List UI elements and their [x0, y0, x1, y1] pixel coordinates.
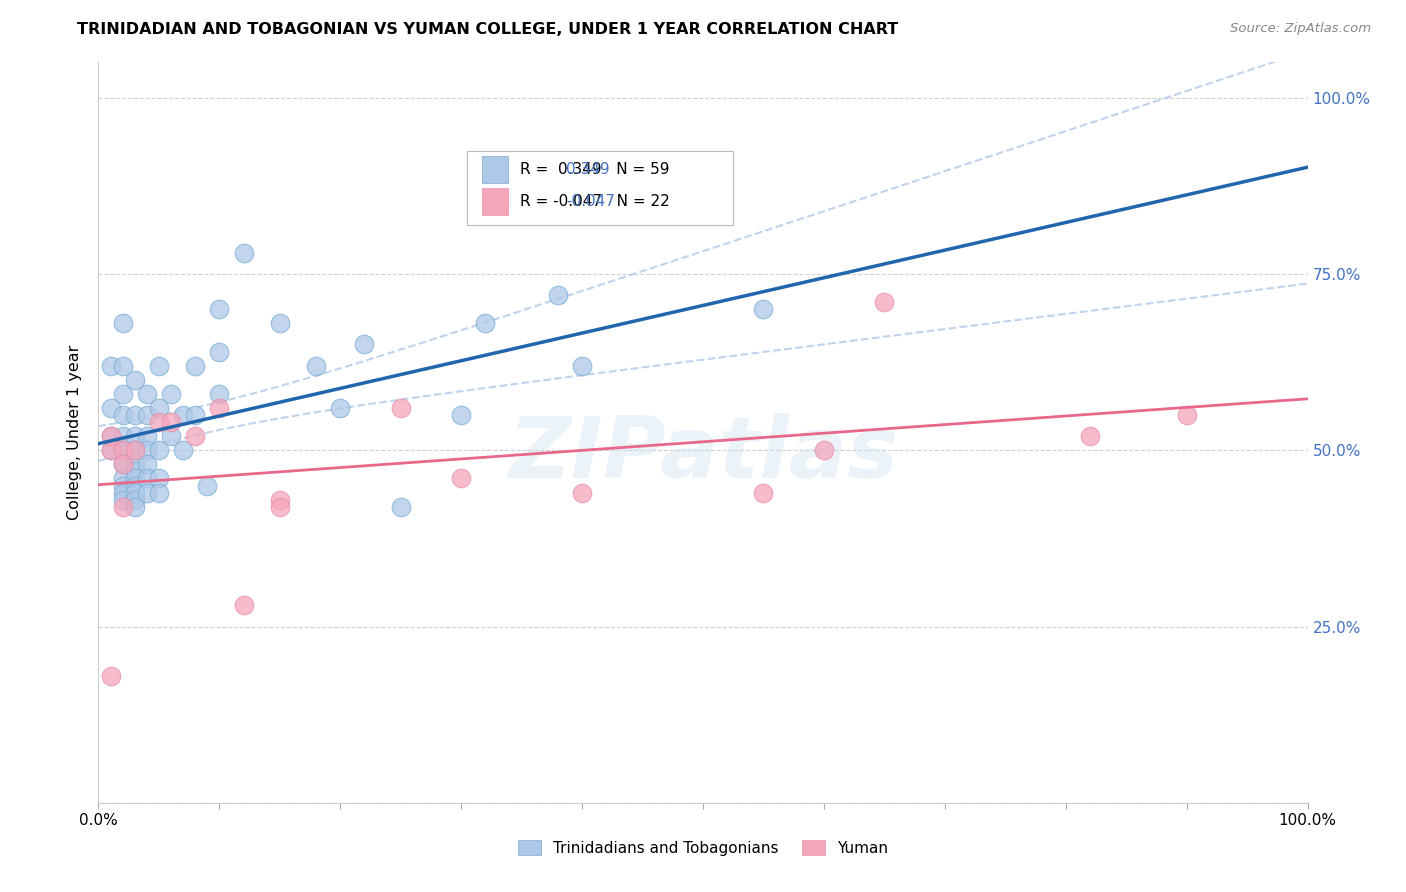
Y-axis label: College, Under 1 year: College, Under 1 year [67, 345, 83, 520]
Point [135, 485, 157, 500]
Text: 0.349: 0.349 [567, 162, 610, 178]
Point [269, 500, 291, 514]
Point [100, 443, 122, 458]
Point [135, 408, 157, 422]
Point [148, 359, 170, 373]
Text: R =  0.349   N = 59: R = 0.349 N = 59 [520, 162, 669, 178]
Point [111, 316, 134, 330]
Point [135, 458, 157, 472]
Point [1078, 429, 1101, 443]
Point [148, 471, 170, 485]
Point [305, 359, 328, 373]
Text: R = -0.047   N = 22: R = -0.047 N = 22 [520, 194, 671, 209]
Point [195, 478, 218, 492]
Point [160, 429, 183, 443]
Point [124, 485, 146, 500]
Point [111, 359, 134, 373]
Text: Source: ZipAtlas.com: Source: ZipAtlas.com [1230, 22, 1371, 36]
Point [111, 500, 134, 514]
FancyBboxPatch shape [482, 188, 509, 215]
Point [111, 429, 134, 443]
Point [111, 471, 134, 485]
Point [208, 387, 231, 401]
Point [184, 408, 207, 422]
Point [148, 443, 170, 458]
Point [111, 443, 134, 458]
Point [329, 401, 352, 415]
Point [124, 443, 146, 458]
Point [184, 429, 207, 443]
Point [100, 429, 122, 443]
Text: TRINIDADIAN AND TOBAGONIAN VS YUMAN COLLEGE, UNDER 1 YEAR CORRELATION CHART: TRINIDADIAN AND TOBAGONIAN VS YUMAN COLL… [77, 22, 898, 37]
Point [450, 408, 472, 422]
Point [208, 401, 231, 415]
Point [111, 408, 134, 422]
Point [269, 492, 291, 507]
Point [752, 302, 775, 317]
Point [184, 359, 207, 373]
Point [111, 485, 134, 500]
Point [124, 408, 146, 422]
FancyBboxPatch shape [482, 156, 509, 183]
Point [124, 443, 146, 458]
Point [160, 415, 183, 429]
Point [124, 492, 146, 507]
Point [124, 500, 146, 514]
Point [100, 429, 122, 443]
Point [111, 478, 134, 492]
Point [474, 316, 496, 330]
Point [172, 408, 194, 422]
Point [135, 387, 157, 401]
Point [124, 429, 146, 443]
Point [813, 443, 835, 458]
Point [111, 443, 134, 458]
FancyBboxPatch shape [467, 152, 734, 226]
Point [571, 359, 593, 373]
Point [148, 485, 170, 500]
Point [389, 500, 412, 514]
Point [111, 387, 134, 401]
Point [353, 337, 375, 351]
Legend: Trinidadians and Tobagonians, Yuman: Trinidadians and Tobagonians, Yuman [512, 834, 894, 862]
Point [124, 458, 146, 472]
Point [100, 669, 122, 683]
Point [269, 316, 291, 330]
Point [752, 485, 775, 500]
Point [124, 471, 146, 485]
Point [547, 288, 569, 302]
Point [148, 401, 170, 415]
Point [100, 401, 122, 415]
Point [111, 458, 134, 472]
Point [148, 415, 170, 429]
Point [873, 295, 896, 310]
Point [100, 359, 122, 373]
Point [111, 492, 134, 507]
Text: -0.047: -0.047 [567, 194, 616, 209]
Point [135, 429, 157, 443]
Point [389, 401, 412, 415]
Point [124, 478, 146, 492]
Point [232, 599, 254, 613]
Point [135, 471, 157, 485]
Text: ZIPatlas: ZIPatlas [508, 413, 898, 496]
Point [111, 458, 134, 472]
Point [100, 443, 122, 458]
Point [232, 245, 254, 260]
Point [208, 344, 231, 359]
Point [135, 443, 157, 458]
Point [1175, 408, 1198, 422]
Point [571, 485, 593, 500]
Point [208, 302, 231, 317]
Point [160, 387, 183, 401]
Point [124, 464, 146, 478]
Point [124, 373, 146, 387]
Point [450, 471, 472, 485]
Point [172, 443, 194, 458]
